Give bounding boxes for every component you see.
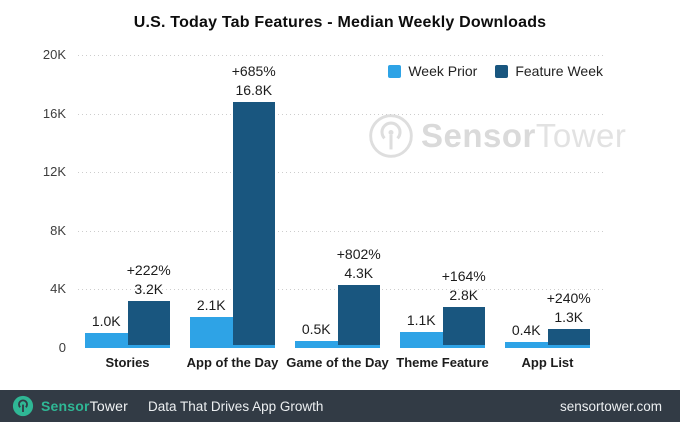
y-tick-label: 0 [58, 340, 66, 355]
bar-group-stories: 1.0K 3.2K +222% Stories [85, 55, 171, 370]
bar-feature-week [127, 301, 170, 348]
percent-change-label: +164% [441, 267, 486, 284]
value-label-week-prior: 1.1K [406, 311, 436, 328]
legend-swatch-icon [495, 64, 509, 78]
baseline-strip [85, 345, 170, 348]
value-label-feature-week: 4.3K [344, 265, 374, 282]
legend-item-week-prior: Week Prior [388, 63, 477, 79]
bar-group-game-of-the-day: 0.5K 4.3K +802% Game of the Day [286, 55, 389, 370]
y-tick-label: 12K [42, 164, 66, 180]
y-tick-label: 8K [50, 222, 66, 238]
plot-area: SensorTower 1.0K 3.2K +222% Stories 2.1K 16.8… [78, 55, 626, 370]
sensortower-logo-icon [12, 395, 34, 417]
gridline [78, 172, 603, 174]
value-label-feature-week: 16.8K [235, 81, 273, 98]
bar-feature-week [442, 306, 485, 348]
value-label-week-prior: 0.4K [511, 322, 541, 339]
gridline [78, 230, 603, 232]
value-label-feature-week: 2.8K [449, 286, 479, 303]
percent-change-label: +685% [231, 62, 276, 79]
baseline-strip [295, 345, 380, 348]
x-axis-category-label: Game of the Day [286, 355, 389, 370]
value-label-feature-week: 3.2K [134, 281, 164, 298]
percent-change-label: +802% [336, 246, 381, 263]
value-label-week-prior: 2.1K [196, 297, 226, 314]
footer-url: sensortower.com [559, 398, 662, 414]
footer-brand: SensorTower [41, 398, 128, 414]
baseline-strip [400, 345, 485, 348]
bar-week-prior [295, 340, 338, 348]
x-axis-category-label: App List [521, 355, 574, 370]
footer-tagline: Data That Drives App Growth [148, 398, 324, 414]
x-axis-category-label: Stories [105, 355, 150, 370]
footer-bar: SensorTower Data That Drives App Growth … [0, 390, 680, 422]
value-label-week-prior: 0.5K [301, 320, 331, 337]
bar-feature-week [547, 328, 590, 348]
bar-group-theme-feature: 1.1K 2.8K +164% Theme Feature [396, 55, 488, 370]
bar-feature-week [232, 101, 275, 348]
baseline-strip [190, 345, 275, 348]
footer-brand-sensor: Sensor [41, 398, 90, 414]
bar-feature-week [337, 285, 380, 348]
chart-title: U.S. Today Tab Features - Median Weekly … [133, 14, 547, 31]
baseline-strip [505, 345, 590, 348]
bar-week-prior [190, 317, 233, 348]
legend: Week Prior Feature Week [388, 63, 603, 79]
bar-week-prior [85, 333, 128, 348]
legend-label: Week Prior [408, 63, 478, 79]
bar-group-app-list: 0.4K 1.3K +240% App List [505, 55, 591, 370]
footer-brand-tower: Tower [89, 398, 129, 414]
gridline [78, 55, 603, 56]
gridline [78, 113, 603, 115]
x-axis-category-label: App of the Day [186, 355, 279, 370]
x-axis-category-label: Theme Feature [396, 355, 489, 370]
legend-swatch-icon [388, 64, 402, 78]
bar-group-app-of-the-day: 2.1K 16.8K +685% App of the Day [187, 55, 279, 370]
legend-label: Feature Week [515, 63, 603, 79]
y-tick-label: 16K [42, 105, 66, 121]
percent-change-label: +240% [546, 289, 591, 306]
legend-item-feature-week: Feature Week [495, 63, 603, 79]
y-tick-label: 20K [42, 47, 66, 62]
bar-week-prior [400, 331, 443, 348]
value-label-feature-week: 1.3K [554, 308, 584, 325]
y-tick-label: 4K [50, 281, 66, 297]
percent-change-label: +222% [126, 262, 171, 279]
value-label-week-prior: 1.0K [91, 313, 121, 330]
